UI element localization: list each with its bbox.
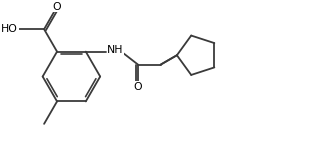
Text: NH: NH (107, 45, 124, 55)
Text: O: O (53, 2, 61, 12)
Text: HO: HO (1, 24, 18, 34)
Text: O: O (134, 82, 142, 92)
